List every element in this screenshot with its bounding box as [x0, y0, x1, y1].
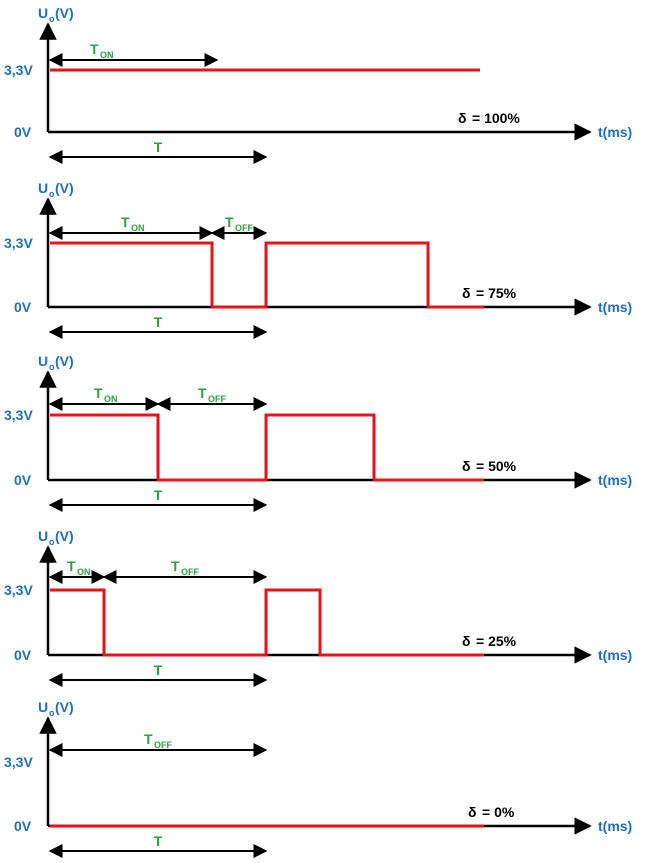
delta-symbol: δ [462, 458, 471, 474]
time-label-main: T [198, 385, 207, 401]
y-axis-label-main: U [38, 528, 48, 544]
low-level-label: 0V [14, 647, 32, 663]
time-label-sub: OFF [154, 740, 172, 750]
y-axis-label-main: U [38, 5, 48, 21]
low-level-label: 0V [14, 472, 32, 488]
period-label: T [154, 662, 163, 678]
time-label-sub: OFF [208, 394, 226, 404]
y-axis-label-main: U [38, 180, 48, 196]
low-level-label: 0V [14, 299, 32, 315]
low-level-label: 0V [14, 818, 32, 834]
toff-label: T OFF [144, 731, 172, 750]
high-level-label: 3,3V [4, 754, 33, 770]
duty-cycle-label: δ = 75% [462, 285, 517, 301]
time-label-main: T [171, 558, 180, 574]
ton-label: T ON [90, 41, 114, 60]
duty-value: = 0% [482, 804, 515, 820]
delta-symbol: δ [458, 110, 467, 126]
duty-value: = 100% [472, 110, 520, 126]
period-label: T [154, 139, 163, 155]
delta-symbol: δ [462, 285, 471, 301]
y-axis-label-sub: o [49, 14, 55, 24]
time-label-sub: OFF [181, 567, 199, 577]
time-label-main: T [94, 385, 103, 401]
toff-label: T OFF [171, 558, 199, 577]
ton-label: T ON [67, 558, 91, 577]
duty-value: = 25% [476, 633, 517, 649]
time-label-main: T [67, 558, 76, 574]
x-axis-label: t(ms) [598, 299, 632, 315]
period-label: T [154, 314, 163, 330]
duty-value: = 75% [476, 285, 517, 301]
ton-label: T ON [121, 214, 145, 233]
x-axis-label: t(ms) [598, 124, 632, 140]
time-label-sub: OFF [235, 223, 253, 233]
y-axis-label-unit: (V) [55, 353, 74, 369]
duty-cycle-label: δ = 0% [468, 804, 515, 820]
time-label-sub: ON [100, 50, 114, 60]
y-axis-label-main: U [38, 353, 48, 369]
time-label-sub: ON [131, 223, 145, 233]
duty-value: = 50% [476, 458, 517, 474]
y-axis-label-sub: o [49, 537, 55, 547]
x-axis-label: t(ms) [598, 647, 632, 663]
y-axis-label-unit: (V) [55, 5, 74, 21]
time-label-main: T [225, 214, 234, 230]
time-label-sub: ON [104, 394, 118, 404]
y-axis-label-unit: (V) [55, 699, 74, 715]
y-axis-label-main: U [38, 699, 48, 715]
low-level-label: 0V [14, 124, 32, 140]
duty-cycle-label: δ = 25% [462, 633, 517, 649]
x-axis-label: t(ms) [598, 818, 632, 834]
y-axis-label-sub: o [49, 708, 55, 718]
time-label-sub: ON [77, 567, 91, 577]
time-label-main: T [144, 731, 153, 747]
period-label: T [154, 487, 163, 503]
high-level-label: 3,3V [4, 582, 33, 598]
time-label-main: T [121, 214, 130, 230]
time-label-main: T [90, 41, 99, 57]
toff-label: T OFF [198, 385, 226, 404]
period-label: T [154, 833, 163, 849]
high-level-label: 3,3V [4, 407, 33, 423]
ton-label: T ON [94, 385, 118, 404]
delta-symbol: δ [462, 633, 471, 649]
high-level-label: 3,3V [4, 235, 33, 251]
pwm-signal [50, 588, 484, 657]
y-axis-label-unit: (V) [55, 180, 74, 196]
duty-cycle-label: δ = 100% [458, 110, 520, 126]
y-axis-label-sub: o [49, 189, 55, 199]
y-axis-label-sub: o [49, 362, 55, 372]
duty-cycle-label: δ = 50% [462, 458, 517, 474]
pwm-signal [50, 413, 484, 482]
x-axis-label: t(ms) [598, 472, 632, 488]
delta-symbol: δ [468, 804, 477, 820]
toff-label: T OFF [225, 214, 253, 233]
pwm-signal [50, 241, 484, 309]
y-axis-label-unit: (V) [55, 528, 74, 544]
high-level-label: 3,3V [4, 62, 33, 78]
